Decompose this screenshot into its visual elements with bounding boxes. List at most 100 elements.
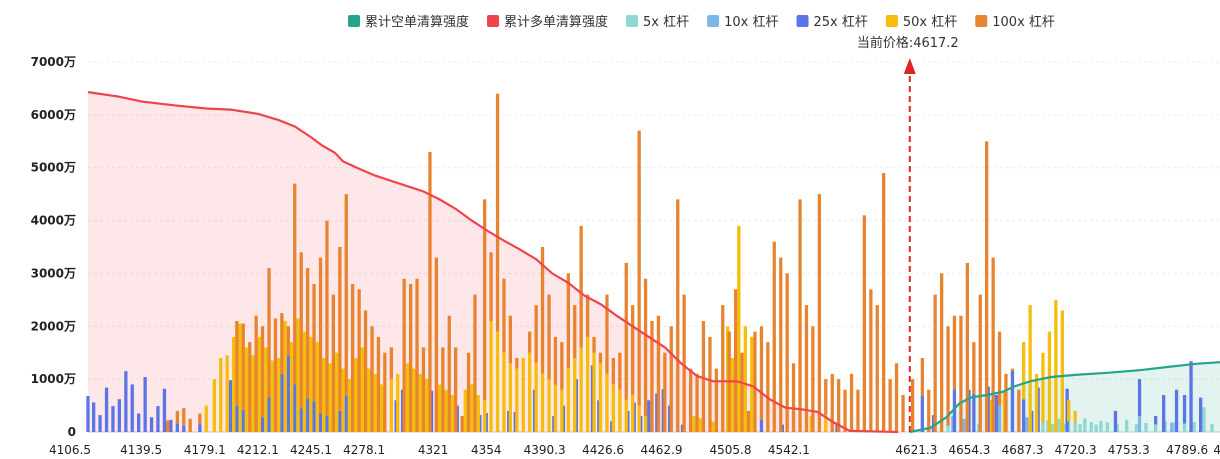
bar-segment[interactable] [804, 305, 809, 432]
bar-segment[interactable] [637, 405, 641, 432]
bar-segment[interactable] [753, 331, 757, 432]
bar-segment[interactable] [997, 331, 1002, 406]
bar-segment[interactable] [286, 355, 290, 432]
bar-segment[interactable] [592, 352, 596, 432]
bar-segment[interactable] [212, 379, 216, 432]
bar-segment[interactable] [293, 384, 297, 432]
bar-segment[interactable] [251, 355, 255, 432]
bar-segment[interactable] [779, 257, 783, 432]
bar-segment[interactable] [299, 408, 303, 432]
bar-segment[interactable] [737, 225, 741, 432]
bar-segment[interactable] [830, 373, 834, 432]
bar-segment[interactable] [302, 331, 307, 432]
bar-segment[interactable] [331, 294, 335, 432]
bar-segment[interactable] [143, 377, 147, 432]
bar-segment[interactable] [1054, 299, 1058, 432]
bar-segment[interactable] [241, 409, 245, 432]
bar-segment[interactable] [560, 342, 564, 390]
legend-label-lev5[interactable]: 5x 杠杆 [643, 14, 689, 30]
bar-segment[interactable] [1089, 422, 1093, 432]
bar-segment[interactable] [730, 358, 735, 432]
bar-segment[interactable] [650, 321, 654, 432]
bar-segment[interactable] [235, 405, 239, 432]
bar-segment[interactable] [1192, 422, 1196, 432]
bar-segment[interactable] [264, 347, 268, 432]
bar-segment[interactable] [586, 336, 590, 432]
bar-segment[interactable] [289, 342, 294, 432]
bar-segment[interactable] [198, 424, 202, 432]
legend-label-lev100[interactable]: 100x 杠杆 [992, 14, 1055, 30]
bar-segment[interactable] [1025, 417, 1029, 432]
bar-segment[interactable] [1022, 342, 1026, 400]
bar-segment[interactable] [624, 262, 628, 401]
bar-segment[interactable] [1041, 352, 1045, 423]
bar-segment[interactable] [318, 257, 323, 414]
bar-segment[interactable] [515, 368, 519, 432]
bar-segment[interactable] [714, 368, 718, 432]
bar-segment[interactable] [798, 199, 802, 432]
bar-segment[interactable] [434, 257, 438, 432]
bar-segment[interactable] [592, 336, 596, 353]
bar-segment[interactable] [344, 396, 348, 432]
bar-segment[interactable] [111, 406, 115, 432]
bar-segment[interactable] [1154, 424, 1158, 432]
bar-segment[interactable] [1083, 418, 1087, 432]
bar-segment[interactable] [1034, 373, 1039, 432]
bar-segment[interactable] [734, 289, 738, 432]
bar-segment[interactable] [817, 194, 821, 432]
bar-segment[interactable] [1137, 416, 1142, 432]
bar-segment[interactable] [466, 352, 471, 432]
bar-segment[interactable] [573, 305, 577, 358]
bar-segment[interactable] [1154, 416, 1158, 425]
bar-segment[interactable] [328, 363, 332, 432]
bar-segment[interactable] [618, 389, 622, 432]
bar-segment[interactable] [573, 358, 577, 432]
bar-segment[interactable] [1182, 423, 1187, 433]
bar-segment[interactable] [643, 278, 648, 417]
bar-segment[interactable] [463, 389, 467, 432]
bar-segment[interactable] [351, 284, 355, 432]
bar-segment[interactable] [315, 342, 319, 432]
bar-segment[interactable] [882, 173, 886, 432]
bar-segment[interactable] [598, 363, 603, 432]
bar-segment[interactable] [1210, 424, 1214, 432]
legend-label-short_cum[interactable]: 累计空单清算强度 [365, 14, 469, 30]
bar-segment[interactable] [357, 289, 361, 432]
bar-segment[interactable] [344, 194, 348, 396]
bar-segment[interactable] [425, 379, 429, 432]
bar-segment[interactable] [1099, 420, 1103, 432]
bar-segment[interactable] [920, 358, 924, 397]
legend-swatch-lev100[interactable] [975, 15, 988, 27]
bar-segment[interactable] [402, 278, 406, 432]
bar-segment[interactable] [959, 315, 963, 432]
bar-segment[interactable] [1137, 379, 1142, 417]
bar-segment[interactable] [415, 278, 419, 432]
bar-segment[interactable] [1182, 395, 1187, 424]
bar-segment[interactable] [972, 393, 976, 432]
bar-segment[interactable] [325, 416, 329, 432]
bar-segment[interactable] [746, 410, 751, 432]
bar-segment[interactable] [952, 389, 957, 432]
legend-swatch-lev5[interactable] [626, 15, 639, 27]
bar-segment[interactable] [341, 368, 345, 432]
bar-segment[interactable] [137, 413, 141, 433]
bar-segment[interactable] [605, 373, 609, 432]
bar-segment[interactable] [708, 336, 712, 432]
legend-label-long_cum[interactable]: 累计多单清算强度 [504, 14, 608, 30]
bar-segment[interactable] [579, 347, 583, 432]
bar-segment[interactable] [631, 395, 635, 432]
bar-segment[interactable] [92, 402, 96, 432]
bar-segment[interactable] [579, 225, 583, 348]
bar-segment[interactable] [428, 151, 432, 432]
bar-segment[interactable] [611, 384, 615, 432]
bar-segment[interactable] [1073, 410, 1077, 423]
bar-segment[interactable] [225, 355, 229, 432]
bar-segment[interactable] [962, 418, 966, 432]
bar-segment[interactable] [502, 352, 506, 432]
bar-segment[interactable] [743, 326, 747, 432]
bar-segment[interactable] [182, 425, 186, 432]
bar-segment[interactable] [528, 331, 532, 353]
bar-segment[interactable] [198, 413, 202, 425]
bar-segment[interactable] [1125, 419, 1129, 432]
bar-segment[interactable] [473, 294, 477, 432]
